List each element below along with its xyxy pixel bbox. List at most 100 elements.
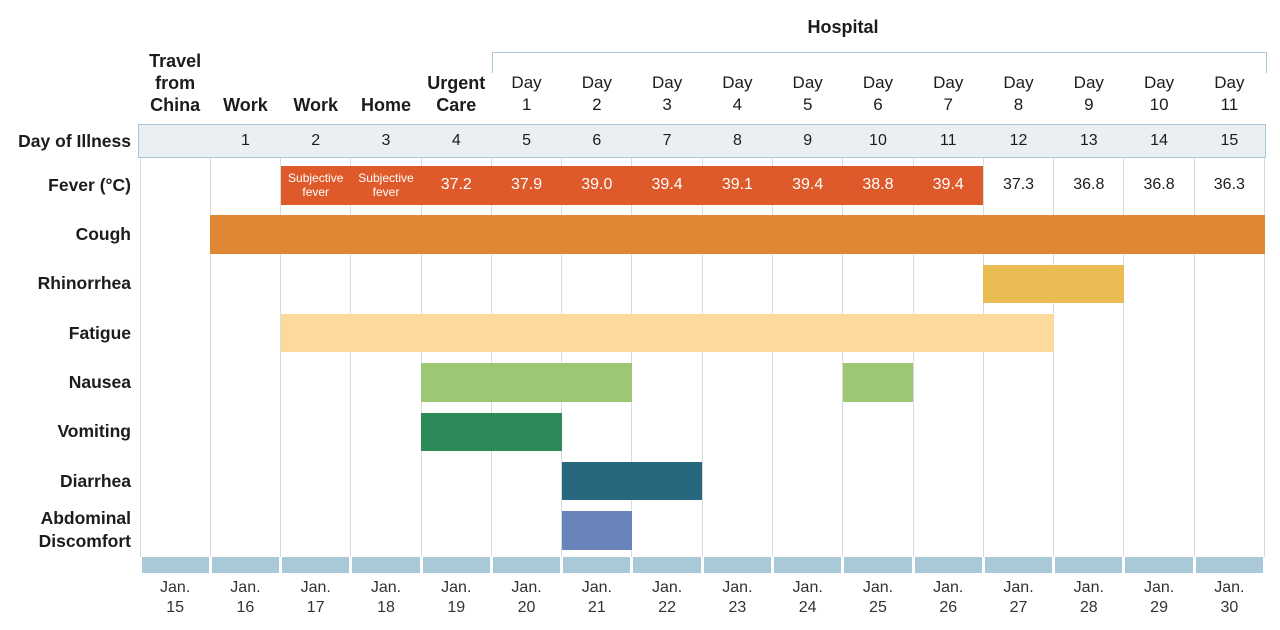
fever-value: 36.3 <box>1213 176 1245 194</box>
date-day: 15 <box>166 599 185 616</box>
date-label: Jan. 28 <box>1054 578 1124 620</box>
date-month: Jan. <box>1214 579 1245 596</box>
date-month: Jan. <box>933 579 964 596</box>
day-of-illness-number: 15 <box>1220 132 1239 149</box>
date-band-segment <box>563 557 631 573</box>
column-header-number: 1 <box>521 95 532 114</box>
column-header: Day 5 <box>773 38 843 116</box>
fever-value: 37.2 <box>440 176 472 194</box>
date-month: Jan. <box>300 579 331 596</box>
date-band-segment <box>703 557 772 573</box>
grid-line <box>350 158 352 557</box>
date-month: Jan. <box>581 579 612 596</box>
date-label: Jan. 21 <box>562 578 632 620</box>
symptom-bar <box>421 363 632 402</box>
date-band-segment <box>282 557 350 573</box>
column-header: Day 7 <box>913 38 983 116</box>
date-day: 16 <box>236 599 255 616</box>
date-day: 30 <box>1220 599 1239 616</box>
grid-line <box>982 158 984 557</box>
fever-value: Subjective fever <box>288 171 344 200</box>
day-of-illness-band <box>138 124 1266 158</box>
column-header: Day 9 <box>1054 38 1124 116</box>
date-band-segment <box>844 557 912 573</box>
column-header-number: 11 <box>1220 95 1239 114</box>
grid-line <box>420 158 422 557</box>
column-header-number: 7 <box>943 95 953 114</box>
symptom-bar <box>842 363 914 402</box>
column-header-label: Day <box>1214 73 1245 92</box>
date-label: Jan. 29 <box>1124 578 1194 620</box>
date-month: Jan. <box>651 579 683 596</box>
date-month: Jan. <box>862 579 894 596</box>
column-header-label: Day <box>1143 73 1175 92</box>
grid-line <box>1053 158 1055 557</box>
symptom-bar <box>210 215 1265 254</box>
column-header-label: Day <box>651 73 683 92</box>
fever-value: 39.0 <box>581 176 613 194</box>
grid-line <box>280 158 282 557</box>
date-band-segment <box>633 557 701 573</box>
date-band-segment <box>914 557 982 573</box>
date-month: Jan. <box>722 579 753 596</box>
symptom-bar <box>421 412 562 451</box>
grid-line <box>772 158 774 557</box>
date-day: 28 <box>1079 599 1098 616</box>
column-header-number: 4 <box>732 95 743 114</box>
column-header: Home <box>351 38 421 116</box>
row-label: Vomiting <box>57 421 131 442</box>
day-of-illness-label: Day of Illness <box>18 131 131 151</box>
column-header: Day 3 <box>632 38 702 116</box>
column-header-label: Day <box>581 73 612 92</box>
date-day: 24 <box>798 599 817 616</box>
day-of-illness-number: 4 <box>451 132 461 149</box>
date-label: Jan. 22 <box>632 578 702 620</box>
fever-value: 39.1 <box>721 176 753 194</box>
column-header-label: Work <box>223 95 268 115</box>
column-header-label: Day <box>933 73 964 92</box>
column-header: Day 10 <box>1124 38 1194 116</box>
column-header-label: Day <box>1003 73 1034 92</box>
date-month: Jan. <box>230 579 261 596</box>
row-label: Diarrhea <box>59 470 131 491</box>
day-of-illness-number: 1 <box>240 132 250 149</box>
grid-line <box>701 158 703 557</box>
symptom-bar <box>280 313 1054 353</box>
fever-value: 39.4 <box>792 176 824 194</box>
grid-line <box>1264 158 1265 557</box>
date-label: Jan. 20 <box>491 578 561 620</box>
date-label: Jan. 19 <box>421 578 491 620</box>
date-band-segment <box>211 557 280 573</box>
grid-line <box>139 158 141 557</box>
date-label: Jan. 27 <box>983 578 1053 620</box>
grid-line <box>561 158 563 557</box>
date-day: 21 <box>587 599 606 616</box>
column-header: Work <box>281 38 351 116</box>
column-header-number: 10 <box>1149 95 1169 114</box>
date-day: 19 <box>447 599 466 616</box>
row-label: Rhinorrhea <box>37 273 131 294</box>
column-header: Day 11 <box>1194 38 1264 116</box>
date-band-segment <box>774 557 842 573</box>
date-month: Jan. <box>1143 579 1175 596</box>
day-of-illness-number: 5 <box>522 132 531 149</box>
day-of-illness-number: 8 <box>732 132 742 149</box>
fever-value: 36.8 <box>1073 176 1105 194</box>
day-of-illness-number: 11 <box>939 132 957 149</box>
date-month: Jan. <box>1073 579 1104 596</box>
grid-line <box>631 158 633 557</box>
column-header-number: 2 <box>592 95 602 114</box>
grid-line <box>1123 158 1125 557</box>
date-day: 17 <box>306 599 325 616</box>
column-header: Day 1 <box>491 38 561 116</box>
column-header-label: Day <box>1073 73 1104 92</box>
day-of-illness-number: 13 <box>1079 132 1098 149</box>
symptom-bar <box>561 461 703 501</box>
column-header-number: 6 <box>873 95 883 114</box>
symptom-bar <box>280 166 984 205</box>
column-header: Day 2 <box>562 38 632 116</box>
column-header: Day 4 <box>702 38 772 116</box>
column-header-label: Home <box>360 95 411 115</box>
date-day: 29 <box>1150 599 1168 616</box>
